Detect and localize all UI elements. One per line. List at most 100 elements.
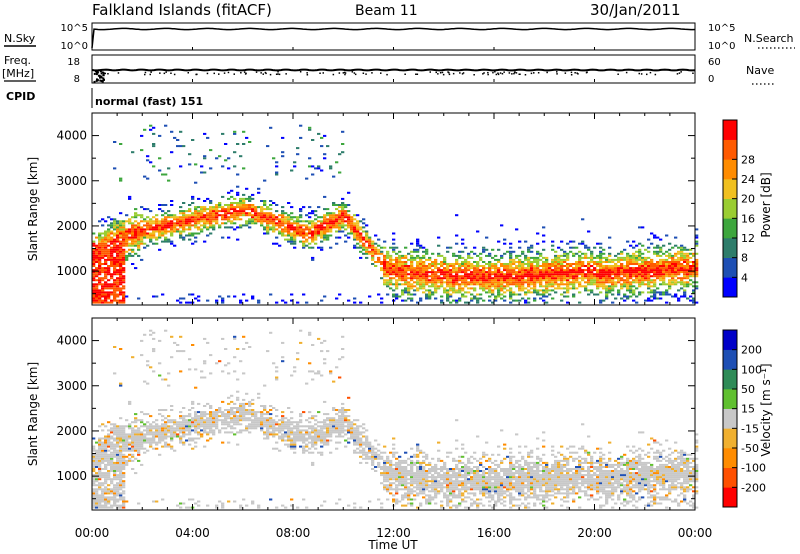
power-cell xyxy=(479,287,483,290)
velocity-cell xyxy=(281,439,285,442)
velocity-cell xyxy=(317,435,321,438)
power-cell xyxy=(272,242,276,245)
power-cell xyxy=(365,232,369,235)
power-cell xyxy=(557,277,561,280)
power-cell xyxy=(110,258,114,261)
power-cell xyxy=(110,222,114,225)
power-cell xyxy=(230,212,234,215)
velocity-cell xyxy=(104,472,108,475)
power-cell xyxy=(179,301,183,304)
power-cell xyxy=(449,283,453,286)
velocity-cell xyxy=(209,423,213,426)
power-cell xyxy=(671,283,675,286)
velocity-cell xyxy=(263,423,267,426)
power-cell xyxy=(98,248,102,251)
power-cell xyxy=(527,246,531,249)
power-cell xyxy=(98,234,102,237)
velocity-cell xyxy=(287,423,291,426)
power-cell xyxy=(512,258,516,261)
power-cell xyxy=(149,210,153,213)
nave-point xyxy=(503,71,505,73)
power-cell xyxy=(143,220,147,223)
velocity-cell xyxy=(233,415,237,418)
velocity-cell xyxy=(224,413,228,416)
velocity-cell xyxy=(257,506,261,509)
nave-point xyxy=(322,72,324,74)
power-cell xyxy=(383,246,387,249)
velocity-cell xyxy=(248,419,252,422)
power-cell xyxy=(101,285,105,288)
power-cell xyxy=(416,248,420,251)
power-cell xyxy=(191,234,195,237)
power-cell xyxy=(548,281,552,284)
power-cell xyxy=(458,275,462,278)
power-cell xyxy=(131,222,135,225)
power-cell xyxy=(635,279,639,282)
power-cell xyxy=(548,293,552,296)
power-cell xyxy=(455,289,459,292)
power-cell xyxy=(110,238,114,241)
power-cell xyxy=(569,246,573,249)
power-cell xyxy=(392,248,396,251)
power-cell xyxy=(98,283,102,286)
power-cell xyxy=(272,224,276,227)
power-cell xyxy=(461,238,465,241)
power-cell xyxy=(617,265,621,267)
velocity-cell xyxy=(149,423,153,426)
power-cell xyxy=(479,279,483,282)
power-cell xyxy=(599,291,603,294)
power-cell xyxy=(215,157,219,160)
power-cell xyxy=(215,301,219,304)
power-cell xyxy=(104,273,108,276)
velocity-cell xyxy=(209,425,213,428)
power-cell xyxy=(398,265,402,267)
velocity-cell xyxy=(170,427,174,430)
velocity-cell xyxy=(179,441,183,444)
power-cell xyxy=(398,283,402,286)
nave-point xyxy=(448,71,450,74)
nave-point xyxy=(149,73,151,76)
power-cell xyxy=(491,283,495,286)
power-cell xyxy=(107,240,111,243)
power-cell xyxy=(593,293,597,296)
velocity-cell xyxy=(203,427,207,430)
power-cell xyxy=(392,265,396,267)
velocity-cell xyxy=(203,415,207,418)
power-cell xyxy=(338,224,342,227)
power-cell xyxy=(587,293,591,296)
power-cell xyxy=(662,261,666,263)
power-cell xyxy=(434,287,438,290)
power-cell xyxy=(587,275,591,278)
power-cell xyxy=(155,224,159,227)
power-cell xyxy=(230,189,234,192)
power-cell xyxy=(95,291,99,294)
power-cell xyxy=(569,275,573,278)
velocity-cell xyxy=(248,411,252,414)
velocity-cell xyxy=(299,415,303,418)
power-cell xyxy=(92,265,96,267)
velocity-cell xyxy=(176,427,180,430)
power-cell xyxy=(443,269,447,272)
power-cell xyxy=(236,226,240,229)
velocity-cell xyxy=(326,427,330,430)
velocity-cell xyxy=(113,425,117,428)
velocity-cell xyxy=(215,362,219,365)
power-cell xyxy=(314,222,318,225)
power-cell xyxy=(308,228,312,231)
power-cell xyxy=(341,151,345,154)
power-cell xyxy=(122,244,126,247)
power-cell xyxy=(530,256,534,259)
velocity-cell xyxy=(281,419,285,422)
power-cell xyxy=(137,232,141,235)
power-cell xyxy=(275,228,279,231)
power-cell xyxy=(416,267,420,270)
power-cell xyxy=(122,269,126,272)
velocity-cell xyxy=(215,419,219,422)
power-cell xyxy=(149,224,153,227)
power-cell xyxy=(584,244,588,247)
power-cell xyxy=(356,230,360,233)
power-cell xyxy=(407,283,411,286)
power-cell xyxy=(110,285,114,288)
velocity-cell xyxy=(263,409,267,411)
power-cell xyxy=(407,293,411,296)
